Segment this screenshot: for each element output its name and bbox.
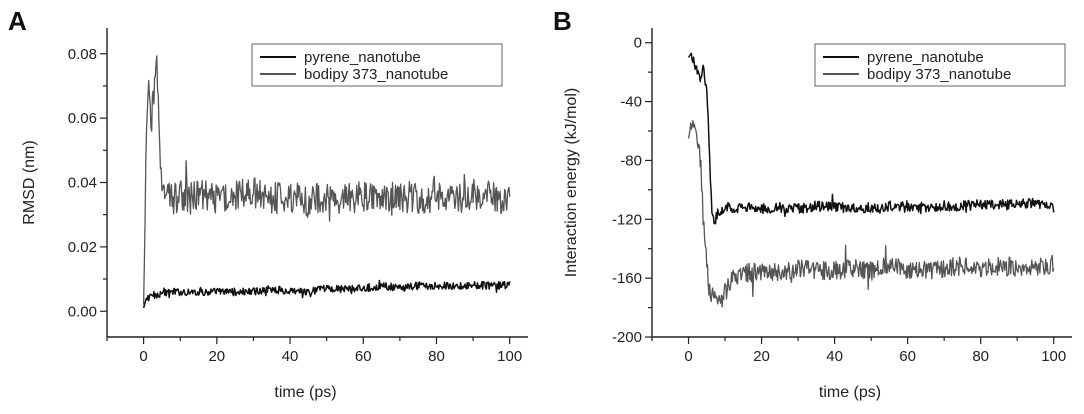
x-tick-label: 100: [497, 348, 522, 365]
legend-box: [251, 43, 503, 87]
y-tick-label: -40: [620, 94, 642, 111]
x-axis-title: time (ps): [274, 384, 336, 401]
legend-label: pyrene_nanotube: [867, 49, 984, 66]
legend-label: bodipy 373_nanotube: [304, 66, 448, 83]
x-tick-label: 0: [684, 348, 692, 365]
x-tick-label: 60: [355, 348, 372, 365]
series-line: [142, 55, 511, 305]
y-tick-label: 0.08: [68, 46, 97, 63]
y-tick-label: -120: [612, 211, 642, 228]
x-tick-label: 80: [972, 348, 989, 365]
y-tick-label: -80: [620, 152, 642, 169]
y-axis-title: Interaction energy (kJ/mol): [563, 88, 580, 277]
y-tick-label: 0: [634, 35, 642, 52]
y-tick-label: 0.00: [68, 303, 97, 320]
y-tick-label: -200: [612, 329, 642, 346]
x-tick-label: 20: [753, 348, 770, 365]
series-line: [142, 279, 511, 309]
y-tick-label: -160: [612, 270, 642, 287]
x-tick-label: 20: [208, 348, 225, 365]
x-tick-label: 40: [826, 348, 843, 365]
y-tick-label: 0.02: [68, 239, 97, 256]
y-tick-label: 0.04: [68, 175, 97, 192]
panel-label-b: B: [553, 6, 572, 36]
x-axis-title: time (ps): [819, 384, 881, 401]
x-tick-label: 60: [899, 348, 916, 365]
panel-label-a: A: [8, 6, 27, 36]
chart-panel-b: 0 20 40 60 80 100 0 -40 -80 -120 -160 -200 time (ps)…: [563, 28, 1072, 401]
x-tick-label: 80: [428, 348, 445, 365]
x-tick-label: 40: [282, 348, 299, 365]
legend-box: [814, 43, 1066, 87]
x-tick-label: 100: [1041, 348, 1066, 365]
legend-label: bodipy 373_nanotube: [867, 66, 1011, 83]
chart-panel-a: 0 20 40 60 80 100 0.00 0.02 0.04 0.06 0.08 time (ps…: [21, 28, 528, 401]
y-tick-label: 0.06: [68, 110, 97, 127]
y-axis-title: RMSD (nm): [21, 140, 38, 224]
series-line: [687, 119, 1055, 308]
series-line: [687, 52, 1055, 225]
legend-label: pyrene_nanotube: [304, 49, 421, 66]
x-tick-label: 0: [139, 348, 147, 365]
